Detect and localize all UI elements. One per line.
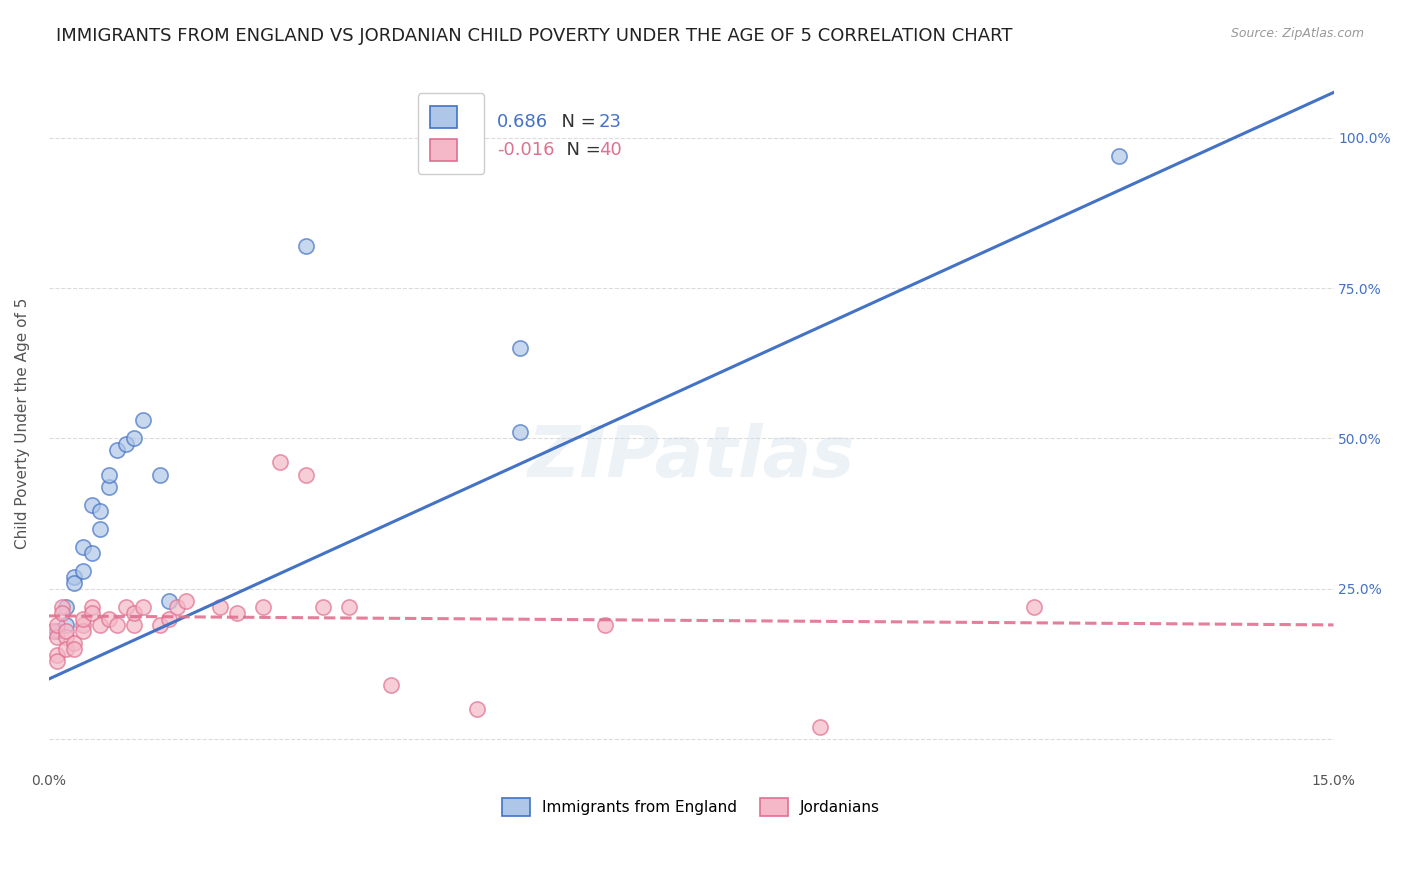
Text: -0.016: -0.016	[498, 141, 554, 159]
Text: IMMIGRANTS FROM ENGLAND VS JORDANIAN CHILD POVERTY UNDER THE AGE OF 5 CORRELATIO: IMMIGRANTS FROM ENGLAND VS JORDANIAN CHI…	[56, 27, 1012, 45]
Point	[46, 630, 69, 644]
Point	[80, 498, 103, 512]
Point	[337, 599, 360, 614]
Point	[149, 618, 172, 632]
Point	[89, 618, 111, 632]
Text: R =: R =	[454, 113, 492, 131]
Point	[105, 618, 128, 632]
Point	[595, 618, 617, 632]
Point	[114, 437, 136, 451]
Point	[105, 443, 128, 458]
Point	[97, 612, 120, 626]
Point	[252, 599, 274, 614]
Point	[124, 618, 146, 632]
Text: N =: N =	[550, 113, 602, 131]
Point	[72, 612, 94, 626]
Point	[42, 624, 65, 638]
Text: R =: R =	[454, 141, 492, 159]
Point	[157, 594, 180, 608]
Point	[132, 413, 155, 427]
Point	[269, 455, 291, 469]
Text: 40: 40	[599, 141, 621, 159]
Point	[46, 654, 69, 668]
Point	[63, 575, 86, 590]
Point	[174, 594, 197, 608]
Point	[166, 599, 188, 614]
Point	[114, 599, 136, 614]
Point	[294, 467, 316, 482]
Point	[46, 618, 69, 632]
Point	[72, 540, 94, 554]
Point	[51, 599, 73, 614]
Point	[80, 546, 103, 560]
Text: 23: 23	[599, 113, 621, 131]
Point	[124, 606, 146, 620]
Point	[72, 624, 94, 638]
Point	[157, 612, 180, 626]
Point	[97, 467, 120, 482]
Legend: Immigrants from England, Jordanians: Immigrants from England, Jordanians	[495, 790, 887, 824]
Point	[51, 606, 73, 620]
Point	[1108, 148, 1130, 162]
Text: N =: N =	[555, 141, 606, 159]
Point	[80, 599, 103, 614]
Text: ZIPatlas: ZIPatlas	[527, 424, 855, 492]
Point	[63, 570, 86, 584]
Point	[509, 425, 531, 440]
Text: 0.686: 0.686	[498, 113, 548, 131]
Point	[209, 599, 232, 614]
Point	[294, 239, 316, 253]
Point	[132, 599, 155, 614]
Point	[55, 624, 77, 638]
Point	[46, 624, 69, 638]
Point	[63, 636, 86, 650]
Point	[380, 678, 402, 692]
Point	[97, 479, 120, 493]
Point	[55, 618, 77, 632]
Point	[80, 606, 103, 620]
Point	[149, 467, 172, 482]
Point	[89, 522, 111, 536]
Point	[63, 642, 86, 657]
Point	[55, 599, 77, 614]
Point	[465, 702, 488, 716]
Point	[226, 606, 249, 620]
Y-axis label: Child Poverty Under the Age of 5: Child Poverty Under the Age of 5	[15, 298, 30, 549]
Text: Source: ZipAtlas.com: Source: ZipAtlas.com	[1230, 27, 1364, 40]
Point	[1022, 599, 1045, 614]
Point	[124, 431, 146, 445]
Point	[808, 720, 831, 734]
Point	[509, 341, 531, 355]
Point	[55, 642, 77, 657]
Point	[89, 503, 111, 517]
Point	[46, 648, 69, 662]
Point	[55, 630, 77, 644]
Point	[72, 564, 94, 578]
Point	[312, 599, 335, 614]
Point	[72, 618, 94, 632]
